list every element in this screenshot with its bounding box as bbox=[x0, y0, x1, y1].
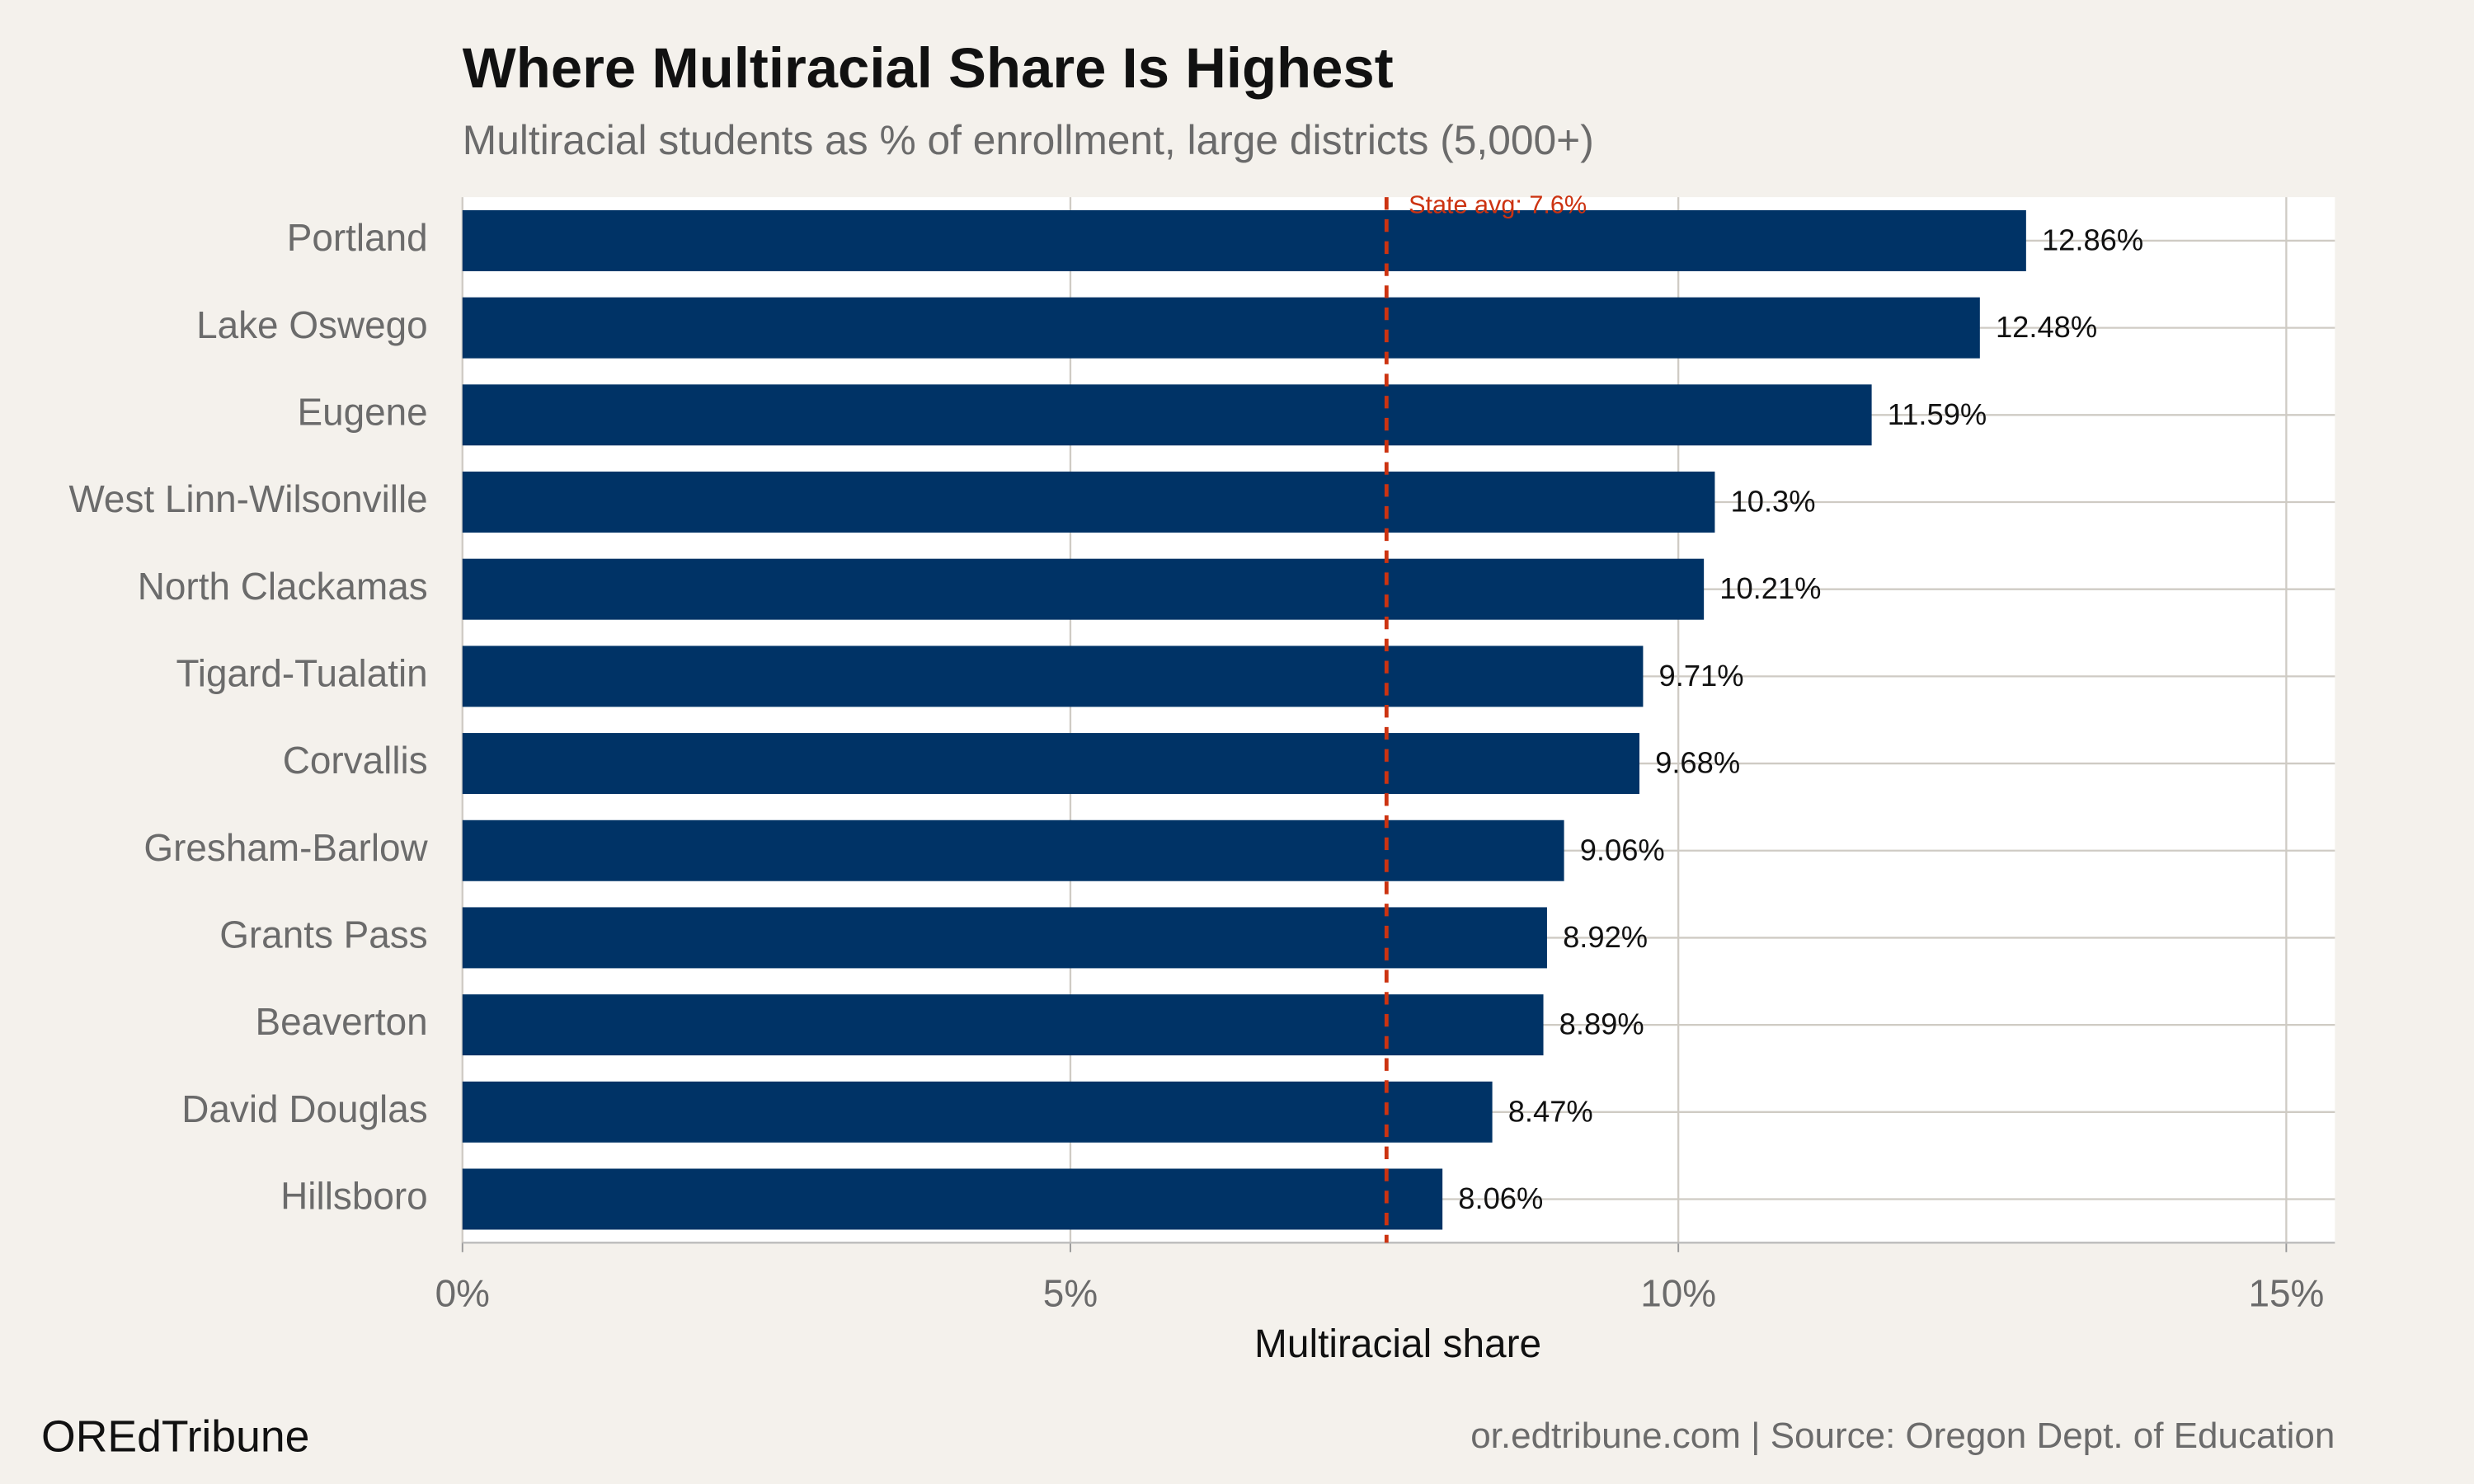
value-label: 11.59% bbox=[1888, 397, 1987, 431]
y-tick-label: Gresham-Barlow bbox=[143, 826, 428, 869]
y-tick-label: Corvallis bbox=[283, 739, 428, 782]
y-tick-label: West Linn-Wilsonville bbox=[68, 477, 427, 520]
value-label: 12.86% bbox=[2042, 223, 2143, 256]
value-label: 10.3% bbox=[1731, 485, 1816, 519]
value-label: 8.92% bbox=[1563, 920, 1648, 954]
chart-subtitle: Multiracial students as % of enrollment,… bbox=[463, 117, 1594, 163]
plot-layer: 0% 5% 10% 15% Portland 12.86% Lake Oswego 12.48… bbox=[68, 191, 2335, 1314]
value-label: 8.47% bbox=[1508, 1094, 1593, 1128]
bar bbox=[462, 1168, 1443, 1230]
y-tick-label: Grants Pass bbox=[219, 913, 427, 956]
y-tick-label: Tigard-Tualatin bbox=[176, 652, 427, 695]
value-label: 9.06% bbox=[1580, 833, 1665, 866]
y-tick-label: David Douglas bbox=[181, 1087, 427, 1130]
reference-label: State avg: 7.6% bbox=[1409, 191, 1587, 219]
y-tick-label: Beaverton bbox=[256, 1000, 428, 1043]
bar bbox=[462, 558, 1705, 620]
bar bbox=[462, 384, 1872, 446]
value-label: 9.71% bbox=[1659, 659, 1744, 693]
y-tick-label: Hillsboro bbox=[280, 1175, 428, 1218]
x-tick-label: 15% bbox=[2248, 1271, 2324, 1314]
bar bbox=[462, 297, 1980, 359]
bar bbox=[462, 1081, 1493, 1143]
bar bbox=[462, 646, 1644, 707]
x-tick-label: 5% bbox=[1043, 1271, 1098, 1314]
bar bbox=[462, 907, 1547, 969]
chart-title: Where Multiracial Share Is Highest bbox=[463, 36, 1394, 100]
y-tick-label: North Clackamas bbox=[138, 565, 428, 608]
brand: OREdTribune bbox=[41, 1413, 309, 1462]
value-label: 10.21% bbox=[1719, 571, 1821, 605]
plot-panel bbox=[462, 197, 2335, 1243]
bar bbox=[462, 472, 1715, 533]
y-tick-label: Portland bbox=[287, 216, 428, 259]
value-label: 8.89% bbox=[1559, 1007, 1644, 1041]
x-tick-label: 0% bbox=[435, 1271, 490, 1314]
x-axis-label: Multiracial share bbox=[1254, 1322, 1541, 1366]
value-label: 9.68% bbox=[1655, 746, 1740, 780]
y-tick-label: Lake Oswego bbox=[196, 303, 428, 346]
x-tick-label: 10% bbox=[1640, 1271, 1716, 1314]
bar bbox=[462, 994, 1544, 1056]
y-tick-label: Eugene bbox=[297, 390, 427, 433]
value-label: 8.06% bbox=[1458, 1181, 1543, 1215]
bar bbox=[462, 733, 1639, 795]
source: or.edtribune.com | Source: Oregon Dept. … bbox=[1470, 1416, 2335, 1456]
value-label: 12.48% bbox=[1996, 310, 2097, 344]
bar bbox=[462, 819, 1564, 881]
bar bbox=[462, 209, 2026, 271]
